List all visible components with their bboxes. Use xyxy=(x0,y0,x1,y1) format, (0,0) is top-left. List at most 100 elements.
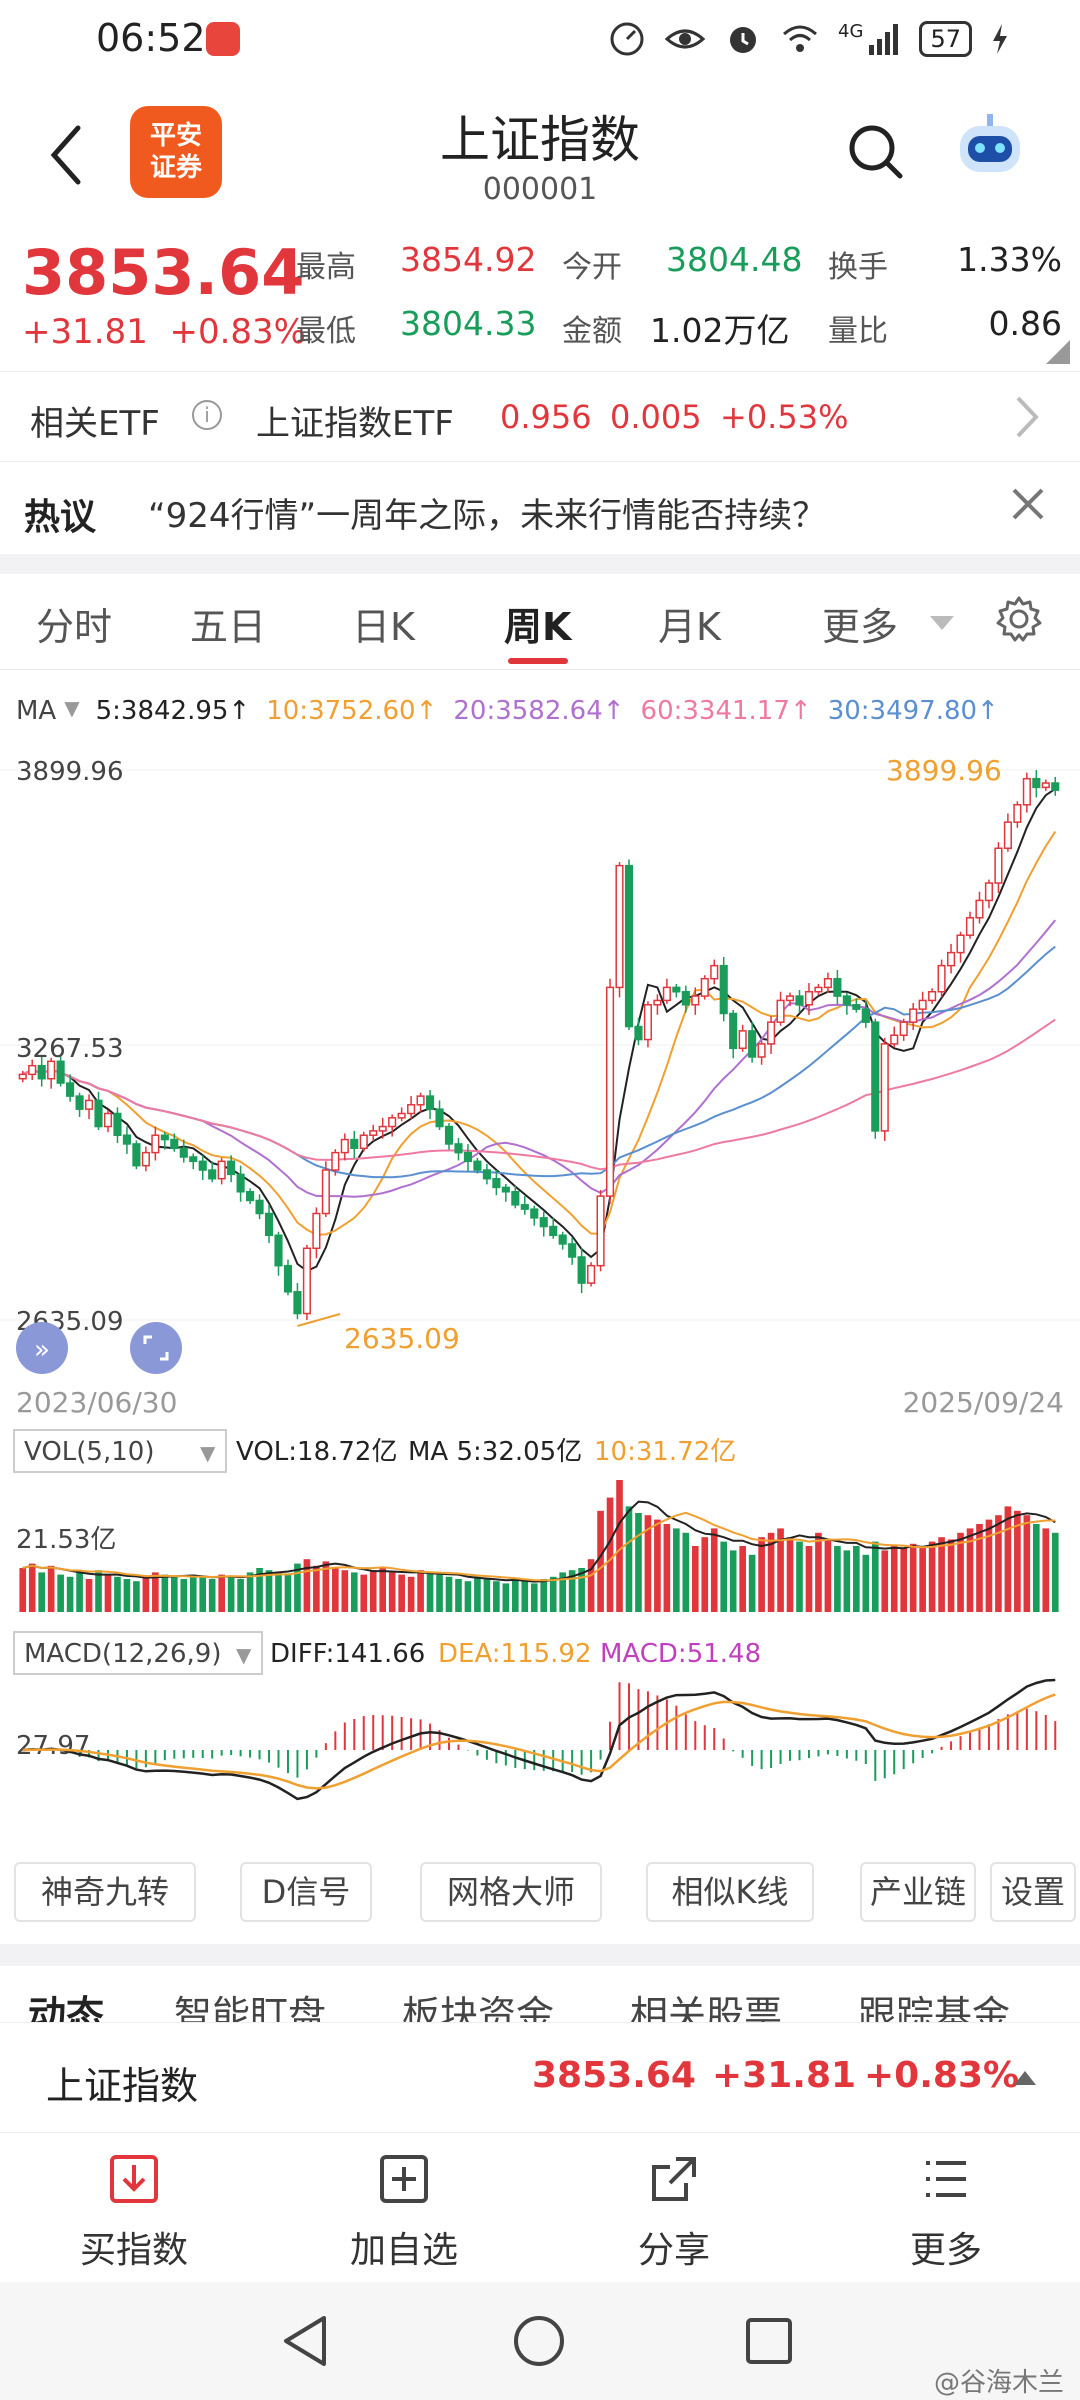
volume-bar xyxy=(369,1570,377,1612)
tab-weekly-k[interactable]: 周K xyxy=(504,605,572,649)
tool-settings-button[interactable]: 设置 xyxy=(990,1862,1076,1922)
volume-bar xyxy=(985,1519,993,1612)
info-icon[interactable]: i xyxy=(192,400,222,430)
ma-label[interactable]: MA xyxy=(16,696,57,726)
hot-topic-text[interactable]: “924行情”一周年之际，未来行情能否持续？ xyxy=(148,496,827,536)
volume-bar xyxy=(663,1524,671,1612)
candle-body xyxy=(1041,782,1050,789)
volume-bar xyxy=(1042,1528,1050,1612)
tab-more[interactable]: 更多 xyxy=(822,605,899,649)
volume-bar xyxy=(966,1528,974,1612)
related-etf-row[interactable]: 相关ETF i 上证指数ETF 0.956 0.005 +0.53% xyxy=(0,372,1080,462)
etf-change-pct: +0.53% xyxy=(720,398,849,436)
candle-body xyxy=(890,1034,899,1045)
ma-legend: MA ▼ 5:3842.95↑ 10:3752.60↑ 20:3582.64↑ … xyxy=(16,696,999,726)
candle-body xyxy=(179,1147,188,1158)
candle-body xyxy=(331,1151,340,1171)
candle-body xyxy=(369,1130,378,1136)
tab-five-day[interactable]: 五日 xyxy=(190,605,267,649)
volume-bar xyxy=(890,1546,898,1612)
volume-bar xyxy=(152,1572,159,1612)
ma-dropdown-icon[interactable]: ▼ xyxy=(64,696,80,720)
sticky-quote-bar[interactable]: 上证指数 3853.64 +31.81 +0.83% xyxy=(0,2022,1080,2132)
tool-d-signal-button[interactable]: D信号 xyxy=(240,1862,372,1922)
turnover-label: 换手 xyxy=(828,250,888,285)
tab-intraday[interactable]: 分时 xyxy=(36,605,113,649)
volume-bar xyxy=(976,1524,983,1612)
volume-ma-lines xyxy=(22,1500,1056,1583)
tool-magic-nine-button[interactable]: 神奇九转 xyxy=(14,1862,196,1922)
hot-topic-row[interactable]: 热议 “924行情”一周年之际，未来行情能否持续？ xyxy=(0,462,1080,554)
candle-body xyxy=(1022,777,1031,806)
alarm-icon xyxy=(730,27,757,53)
gear-icon[interactable] xyxy=(994,594,1044,644)
add-watchlist-button[interactable]: 加自选 xyxy=(314,2151,494,2273)
candle-body xyxy=(18,1073,27,1080)
tool-grid-master-button[interactable]: 网格大师 xyxy=(420,1862,602,1922)
turnover-value: 1.33% xyxy=(957,240,1062,279)
candle-body xyxy=(56,1060,65,1084)
macd-value: MACD:51.48 xyxy=(600,1639,761,1669)
candle-body xyxy=(899,1021,908,1036)
volume-ratio-label: 量比 xyxy=(828,314,888,349)
volume-bar xyxy=(227,1576,235,1612)
tool-industry-chain-button[interactable]: 产业链 xyxy=(860,1862,976,1922)
nav-back-icon[interactable] xyxy=(280,2314,330,2368)
y-tick-top: 3899.96 xyxy=(16,757,124,787)
volume-bar xyxy=(85,1579,93,1612)
volume-bar xyxy=(919,1546,926,1612)
macd-indicator-selector[interactable] xyxy=(13,1631,263,1675)
low-value: 3804.33 xyxy=(400,304,537,343)
search-icon[interactable] xyxy=(844,120,908,184)
volume-bar xyxy=(313,1565,320,1612)
back-arrow-icon[interactable] xyxy=(46,120,86,190)
close-icon[interactable] xyxy=(1010,486,1046,522)
candle-body xyxy=(577,1256,586,1284)
nav-recents-icon[interactable] xyxy=(744,2316,794,2366)
collapse-up-icon[interactable] xyxy=(1014,2071,1036,2085)
expand-chart-button[interactable]: » xyxy=(16,1322,68,1374)
candle-body xyxy=(634,1025,643,1041)
candle-body xyxy=(122,1134,132,1145)
tool-similar-k-button[interactable]: 相似K线 xyxy=(646,1862,814,1922)
tab-daily-k[interactable]: 日K xyxy=(352,605,415,649)
volume-bar xyxy=(407,1576,415,1612)
buy-index-button[interactable]: 买指数 xyxy=(44,2151,224,2273)
volume-bar xyxy=(758,1537,765,1612)
list-menu-icon xyxy=(926,2161,966,2197)
nav-home-icon[interactable] xyxy=(512,2314,566,2368)
volume-bar xyxy=(928,1541,936,1612)
divider xyxy=(0,554,1080,574)
volume-bar xyxy=(900,1548,908,1612)
divider xyxy=(0,1944,1080,1966)
ma-lines xyxy=(22,787,1057,1273)
volume-bar xyxy=(824,1539,832,1612)
candle-body xyxy=(681,990,690,1006)
vol-indicator-selector[interactable] xyxy=(13,1429,227,1473)
volume-bar xyxy=(1033,1524,1040,1612)
ma60-value: 60:3341.17↑ xyxy=(640,696,812,726)
candle-body xyxy=(113,1112,122,1136)
buy-index-label: 买指数 xyxy=(79,2230,188,2271)
candle-body xyxy=(767,1021,776,1045)
volume-bar xyxy=(881,1550,889,1612)
fullscreen-button[interactable] xyxy=(130,1322,182,1374)
candle-body xyxy=(1003,821,1012,850)
candle-body xyxy=(435,1108,444,1128)
tab-monthly-k[interactable]: 月K xyxy=(658,605,721,649)
share-button[interactable]: 分享 xyxy=(584,2151,764,2273)
etf-name: 上证指数ETF xyxy=(256,404,454,444)
volume-bar xyxy=(28,1563,36,1612)
candle-body xyxy=(425,1095,435,1110)
candle-body xyxy=(852,1004,861,1010)
kline-chart[interactable]: 3899.96 3267.53 2635.09 3899.96 2635.09 … xyxy=(0,740,1080,1840)
candle-body xyxy=(994,847,1003,884)
chevron-right-icon[interactable] xyxy=(1014,394,1040,440)
volume-bar xyxy=(654,1519,661,1612)
more-button[interactable]: 更多 xyxy=(856,2151,1036,2273)
candle-body xyxy=(170,1138,179,1150)
expand-corner-icon[interactable] xyxy=(1046,340,1070,364)
volume-bar xyxy=(275,1572,282,1612)
robot-assistant-icon[interactable] xyxy=(950,110,1030,190)
dropdown-triangle-icon[interactable] xyxy=(930,616,954,630)
